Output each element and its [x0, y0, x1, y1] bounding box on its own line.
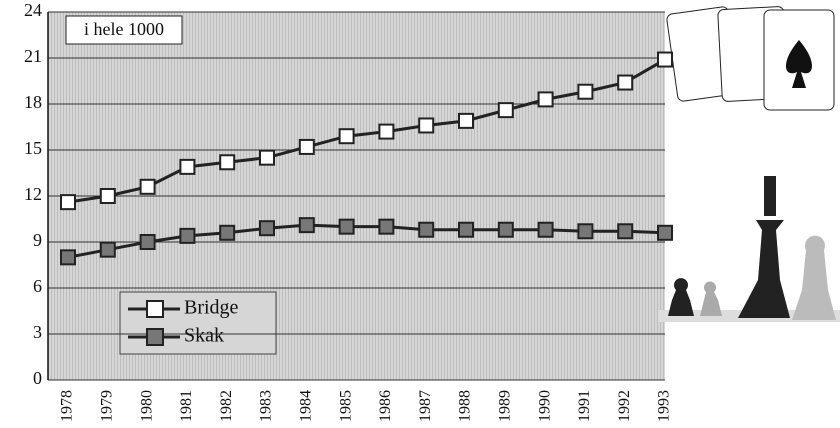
y-tick-label: 21 [24, 46, 42, 66]
data-point [658, 53, 672, 67]
x-tick-label: 1982 [218, 390, 235, 422]
legend-marker [147, 329, 163, 345]
data-point [141, 180, 155, 194]
data-point [220, 226, 234, 240]
x-tick-label: 1978 [59, 390, 76, 422]
data-point [260, 221, 274, 235]
decoration-cards [666, 6, 834, 110]
x-tick-label: 1986 [377, 390, 394, 422]
data-point [61, 195, 75, 209]
x-tick-label: 1984 [297, 390, 314, 422]
y-tick-label: 9 [33, 230, 42, 250]
data-point [101, 243, 115, 257]
y-tick-label: 3 [33, 322, 42, 342]
legend-label: Bridge [184, 297, 239, 319]
y-tick-label: 18 [24, 92, 42, 112]
x-tick-label: 1980 [138, 390, 155, 422]
data-point [61, 250, 75, 264]
data-point [578, 85, 592, 99]
data-point [618, 76, 632, 90]
x-tick-label: 1992 [616, 390, 633, 422]
data-point [499, 223, 513, 237]
chart: i hele 1000 0 3 6 9 12 15 18 21 24 1978 1979 1980 19… [0, 0, 840, 428]
data-point [459, 114, 473, 128]
x-tick-label: 1981 [178, 390, 195, 422]
data-point [539, 223, 553, 237]
decoration-chess [658, 176, 840, 322]
x-tick-label: 1991 [576, 390, 593, 422]
y-tick-label: 12 [24, 184, 42, 204]
data-point [539, 92, 553, 106]
x-tick-label: 1993 [656, 390, 673, 422]
y-tick-label: 15 [24, 138, 42, 158]
data-point [499, 103, 513, 117]
data-point [578, 224, 592, 238]
annotation: i hele 1000 [84, 19, 164, 39]
data-point [300, 218, 314, 232]
legend-marker [147, 301, 163, 317]
data-point [459, 223, 473, 237]
x-tick-label: 1987 [417, 390, 434, 422]
data-point [419, 118, 433, 132]
y-tick-label: 6 [33, 276, 42, 296]
data-point [618, 224, 632, 238]
data-point [658, 226, 672, 240]
x-tick-label: 1990 [536, 390, 553, 422]
data-point [260, 151, 274, 165]
y-tick-label: 24 [24, 0, 42, 20]
data-point [101, 189, 115, 203]
data-point [419, 223, 433, 237]
data-point [300, 140, 314, 154]
x-tick-label: 1988 [457, 390, 474, 422]
data-point [220, 155, 234, 169]
data-point [340, 129, 354, 143]
x-tick-label: 1979 [98, 390, 115, 422]
data-point [141, 235, 155, 249]
data-point [379, 125, 393, 139]
data-point [340, 220, 354, 234]
data-point [180, 229, 194, 243]
data-point [379, 220, 393, 234]
legend-label: Skak [184, 325, 224, 347]
x-tick-label: 1985 [337, 390, 354, 422]
x-tick-label: 1983 [258, 390, 275, 422]
data-point [180, 160, 194, 174]
y-tick-label: 0 [33, 368, 42, 388]
x-tick-label: 1989 [496, 390, 513, 422]
